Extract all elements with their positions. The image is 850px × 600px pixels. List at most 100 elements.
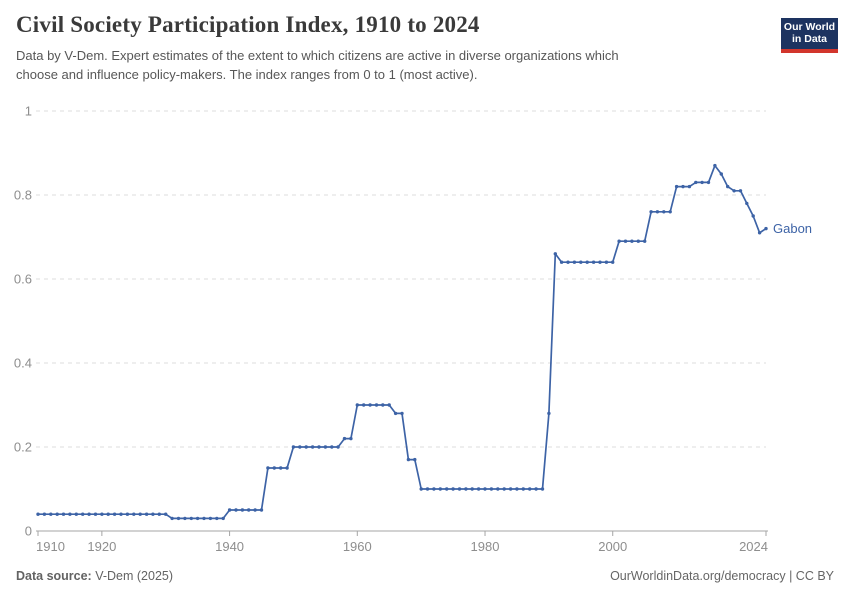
data-point: [247, 508, 251, 512]
x-tick-label: 1940: [215, 539, 244, 554]
data-point: [342, 436, 347, 441]
data-point: [298, 445, 302, 449]
data-point: [413, 457, 417, 462]
data-point: [694, 180, 698, 185]
data-point: [49, 512, 53, 516]
data-point: [751, 214, 755, 218]
data-point: [304, 445, 308, 449]
data-point: [215, 516, 219, 521]
x-tick-label: 1960: [343, 539, 372, 554]
entity-label-gabon[interactable]: Gabon: [773, 221, 812, 236]
data-point: [611, 260, 615, 264]
data-point: [713, 163, 717, 168]
data-point: [483, 487, 487, 491]
data-point: [266, 466, 270, 470]
data-point: [132, 512, 136, 516]
x-tick-label: 1910: [36, 539, 65, 554]
owid-logo[interactable]: Our World in Data: [781, 18, 838, 53]
data-point: [719, 172, 723, 176]
data-point: [636, 239, 640, 243]
data-point: [566, 260, 570, 264]
data-point: [151, 512, 155, 516]
data-point: [106, 512, 110, 516]
data-point: [355, 403, 359, 407]
data-point: [579, 260, 583, 264]
data-point: [451, 487, 455, 491]
subtitle-line-1: Data by V-Dem. Expert estimates of the e…: [16, 48, 619, 63]
data-point: [279, 466, 283, 470]
data-point: [668, 210, 672, 214]
data-point: [528, 487, 532, 491]
data-point: [623, 239, 628, 243]
data-point: [381, 403, 385, 407]
data-point: [310, 445, 315, 449]
data-point: [706, 180, 711, 185]
x-tick-label: 2000: [598, 539, 627, 554]
data-point: [221, 516, 225, 521]
data-point: [119, 512, 123, 516]
data-point: [144, 512, 149, 516]
data-point: [757, 231, 762, 235]
data-point: [42, 512, 47, 516]
data-point: [662, 210, 666, 214]
data-point: [432, 487, 436, 491]
license-link[interactable]: OurWorldinData.org/democracy | CC BY: [610, 569, 834, 583]
data-point: [598, 260, 602, 264]
data-point: [240, 508, 245, 512]
data-point: [208, 516, 213, 521]
data-series-line[interactable]: [38, 164, 767, 520]
data-point: [164, 512, 168, 516]
data-point: [502, 487, 506, 491]
data-source-label: Data source:: [16, 569, 92, 583]
data-point: [393, 411, 398, 416]
logo-red-stripe: [781, 49, 838, 53]
data-point: [630, 239, 634, 243]
data-point: [425, 487, 430, 491]
data-point: [183, 516, 187, 521]
data-point: [234, 508, 238, 512]
data-point: [547, 411, 551, 416]
data-point: [655, 210, 660, 214]
data-point: [726, 184, 730, 189]
data-point: [227, 508, 232, 512]
data-point: [68, 512, 72, 516]
y-tick-label: 0.8: [14, 188, 32, 203]
data-point: [195, 516, 200, 521]
data-point: [604, 260, 609, 264]
logo-line-1: Our World: [783, 21, 836, 33]
chart-footer: Data source: V-Dem (2025) OurWorldinData…: [16, 569, 834, 583]
data-point: [674, 184, 679, 189]
data-point: [585, 260, 589, 264]
data-point: [559, 260, 564, 264]
data-point: [445, 487, 449, 491]
data-point: [496, 487, 500, 491]
data-point: [400, 411, 404, 416]
data-point: [362, 403, 366, 407]
data-point: [508, 487, 513, 491]
data-point: [681, 184, 685, 189]
data-point: [534, 487, 538, 491]
data-point: [700, 180, 704, 185]
data-point: [36, 512, 40, 516]
chart-subtitle: Data by V-Dem. Expert estimates of the e…: [16, 47, 756, 84]
data-point: [464, 487, 468, 491]
data-point: [591, 260, 596, 264]
data-point: [61, 512, 66, 516]
x-tick-label: 1920: [87, 539, 116, 554]
data-point: [157, 512, 161, 516]
data-point: [253, 508, 257, 512]
data-point: [259, 508, 264, 512]
data-point: [100, 512, 104, 516]
data-point: [317, 445, 321, 449]
data-point: [553, 252, 557, 256]
page-title: Civil Society Participation Index, 1910 …: [16, 12, 480, 37]
data-point: [349, 436, 353, 441]
y-tick-label: 1: [25, 104, 32, 119]
data-point: [572, 260, 577, 264]
data-point: [330, 445, 334, 449]
data-point: [540, 487, 545, 491]
data-point: [521, 487, 525, 491]
data-point: [470, 487, 474, 491]
data-point: [368, 403, 372, 407]
